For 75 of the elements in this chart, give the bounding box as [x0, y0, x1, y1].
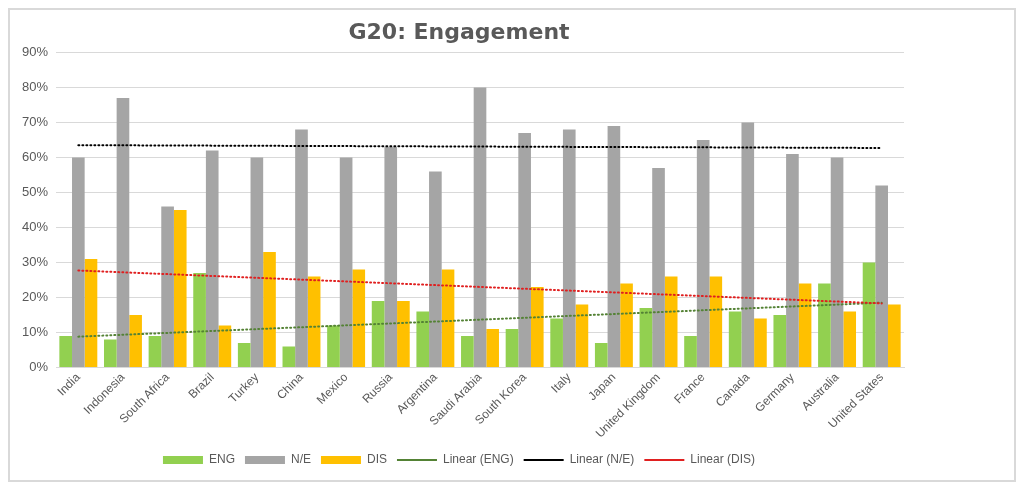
- bar: [486, 328, 499, 367]
- bar: [798, 283, 812, 367]
- bar: [218, 325, 232, 367]
- bar: [161, 206, 174, 367]
- legend-label: Linear (DIS): [690, 452, 756, 467]
- bar: [754, 318, 767, 367]
- bar: [441, 269, 455, 367]
- bar: [773, 314, 787, 367]
- bar: [237, 342, 251, 367]
- bar: [397, 300, 410, 367]
- bar: [205, 150, 219, 367]
- bar: [888, 304, 901, 367]
- bar: [384, 146, 398, 367]
- bar: [728, 311, 742, 367]
- y-tick-label: 40%: [21, 219, 49, 234]
- bar: [148, 335, 162, 367]
- bar: [193, 272, 206, 367]
- bar: [639, 307, 653, 367]
- y-tick-label: 70%: [21, 113, 49, 129]
- bar: [786, 153, 799, 367]
- bar: [652, 167, 665, 367]
- legend-label: ENG: [208, 452, 235, 467]
- y-tick-label: 20%: [21, 289, 49, 305]
- bar: [327, 325, 340, 367]
- bar: [429, 171, 442, 367]
- legend-label: N/E: [290, 452, 311, 467]
- bar: [461, 335, 474, 367]
- bar: [72, 157, 85, 367]
- bar: [620, 283, 633, 367]
- legend-label: Linear (ENG): [442, 452, 514, 467]
- bar: [282, 346, 296, 367]
- bar: [696, 139, 710, 367]
- bar: [473, 87, 487, 367]
- chart-title: G20: Engagement: [348, 18, 571, 44]
- bar: [263, 251, 276, 367]
- bar: [830, 157, 844, 367]
- bar: [862, 262, 876, 367]
- legend-label: Linear (N/E): [569, 452, 635, 467]
- bar: [875, 185, 889, 367]
- bar: [416, 311, 430, 367]
- bar: [684, 335, 697, 367]
- x-tick-label: Italy: [548, 370, 574, 396]
- bar: [129, 314, 142, 367]
- bar: [59, 335, 73, 367]
- y-tick-label: 10%: [21, 324, 49, 340]
- bar: [518, 132, 531, 367]
- bar: [84, 258, 98, 367]
- bar: [295, 129, 308, 367]
- y-tick-label: 90%: [21, 43, 49, 59]
- bar: [307, 276, 321, 367]
- y-tick-label: 60%: [21, 148, 49, 164]
- bar: [607, 125, 621, 367]
- bar: [530, 286, 544, 367]
- bar: [371, 300, 385, 367]
- y-tick-label: 50%: [21, 184, 49, 199]
- y-tick-label: 30%: [21, 254, 49, 270]
- bar: [664, 276, 678, 367]
- bar: [352, 269, 366, 367]
- y-tick-label: 80%: [21, 78, 49, 94]
- bar: [550, 318, 563, 367]
- bar: [505, 328, 519, 367]
- bar: [562, 129, 576, 367]
- legend-label: DIS: [366, 452, 387, 467]
- bar: [339, 157, 353, 367]
- bar: [173, 209, 187, 367]
- bar: [594, 342, 608, 367]
- bar: [843, 311, 857, 367]
- bar: [575, 304, 589, 367]
- bar: [818, 283, 831, 367]
- bar: [709, 276, 723, 367]
- bar: [104, 339, 117, 367]
- bar: [741, 122, 755, 367]
- bar: [116, 97, 130, 367]
- y-tick-label: 0%: [29, 359, 49, 375]
- bar: [250, 157, 264, 367]
